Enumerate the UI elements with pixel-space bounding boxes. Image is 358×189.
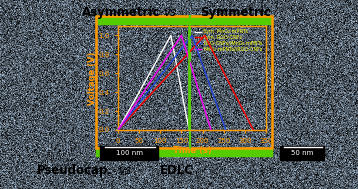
Text: 50 nm: 50 nm — [291, 150, 313, 156]
Legend: Sym. MnO₂-mPNTs, Sym. RGO-CNFs, RGO-CNFs//MnO₂-mPNTs, MnO₂-mPNTs//RGO-CNFs: Sym. MnO₂-mPNTs, Sym. RGO-CNFs, RGO-CNFs… — [194, 28, 263, 53]
Bar — [96, 16, 272, 24]
Bar — [280, 146, 324, 160]
Text: vs: vs — [163, 6, 176, 19]
Bar — [96, 148, 272, 156]
Text: EDLC: EDLC — [160, 164, 194, 177]
Text: Pseudocap.: Pseudocap. — [37, 164, 113, 177]
Text: 100 nm: 100 nm — [116, 150, 142, 156]
Text: Symmetric: Symmetric — [200, 6, 271, 19]
Y-axis label: Voltage (V): Voltage (V) — [88, 51, 97, 105]
X-axis label: Time (s): Time (s) — [173, 146, 211, 155]
Text: vs: vs — [118, 164, 131, 177]
Bar — [100, 146, 158, 160]
Text: Asymmetric: Asymmetric — [82, 6, 160, 19]
Bar — [96, 16, 272, 148]
